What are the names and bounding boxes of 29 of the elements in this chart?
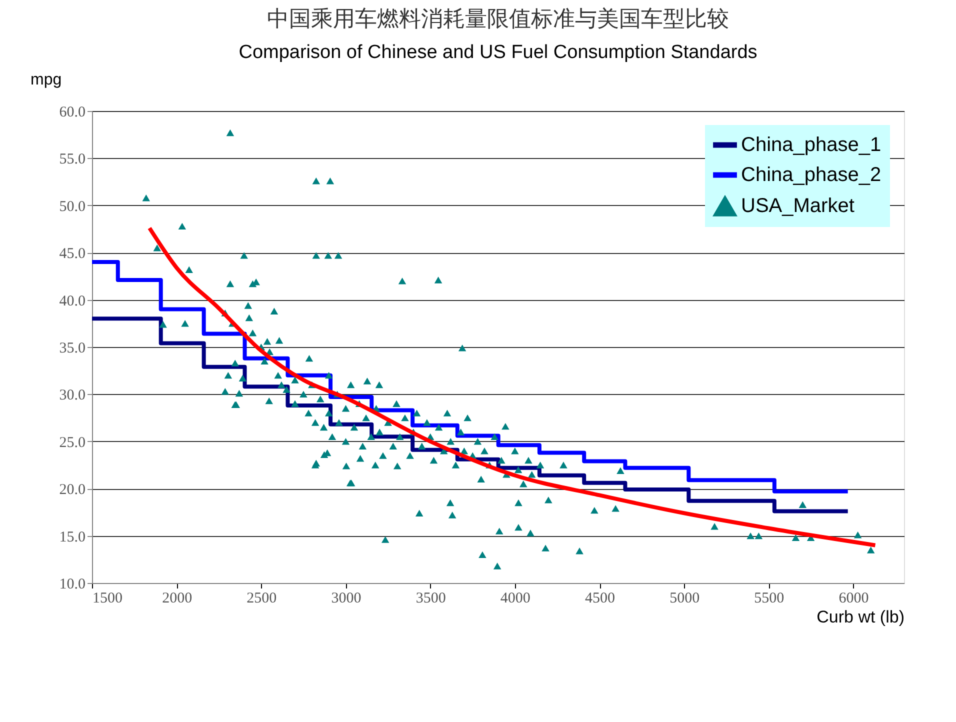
x-tick-label: 4000: [500, 590, 530, 606]
x-tick-label: 1500: [92, 590, 122, 606]
x-tick-label: 2000: [162, 590, 192, 606]
y-tick-label: 60.0: [59, 104, 86, 120]
y-tick-label: 10.0: [59, 576, 86, 592]
y-tick-label: 35.0: [59, 340, 86, 356]
y-tick-label: 55.0: [59, 152, 86, 168]
legend-label: USA_Market: [741, 195, 855, 217]
chart-subtitle: Comparison of Chinese and US Fuel Consumption Standards: [238, 42, 758, 63]
y-tick-label: 50.0: [59, 198, 86, 215]
y-tick-label: 25.0: [59, 434, 86, 451]
chart-title: 中国乘用车燃料消耗量限值标准与美国车型比较: [267, 6, 729, 31]
legend-label: China_phase_2: [741, 164, 882, 186]
legend-label: China_phase_1: [741, 134, 882, 156]
y-tick-label: 15.0: [59, 529, 86, 546]
x-tick-label: 3500: [416, 590, 446, 606]
y-axis-title: mpg: [30, 72, 62, 88]
x-tick-label: 3000: [331, 590, 362, 606]
x-tick-label: 5000: [670, 590, 700, 606]
y-tick-label: 45.0: [59, 246, 86, 262]
y-tick-label: 30.0: [59, 388, 86, 404]
line-series: [148, 226, 878, 548]
x-tick-label: 4500: [585, 590, 615, 606]
y-tick-label: 20.0: [59, 482, 86, 498]
x-axis-title: Curb wt (lb): [816, 608, 904, 626]
y-tick-label: 40.0: [59, 293, 86, 310]
x-tick-label: 6000: [838, 590, 869, 606]
x-tick-label: 5500: [754, 590, 784, 606]
x-tick-label: 2500: [246, 590, 277, 606]
